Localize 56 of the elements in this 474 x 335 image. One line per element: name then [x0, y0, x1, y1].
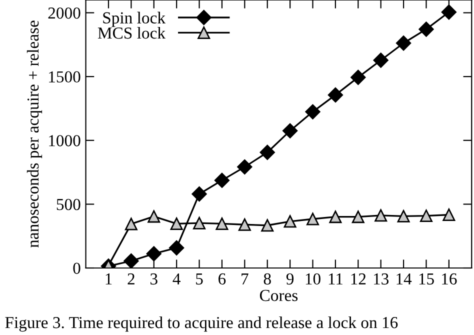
point — [284, 215, 296, 228]
point — [282, 123, 298, 138]
point — [397, 210, 410, 222]
y-tick-label: 2000 — [48, 7, 80, 19]
point — [148, 210, 160, 223]
point — [442, 208, 456, 222]
y-tick-label: 1500 — [49, 71, 80, 83]
point — [373, 52, 388, 68]
point — [192, 186, 207, 202]
point — [124, 218, 138, 230]
point — [306, 212, 320, 226]
x-tick-label: 8 — [264, 273, 271, 285]
point — [193, 216, 206, 230]
x-tick-label: 13 — [374, 273, 389, 285]
legend-label: MCS lock — [98, 26, 166, 39]
x-tick-label: 5 — [196, 274, 203, 285]
x-tick-label: 11 — [328, 273, 342, 284]
point — [237, 159, 252, 174]
x-tick-label: 15 — [419, 273, 434, 285]
x-tick-label: 10 — [306, 273, 320, 285]
point — [352, 210, 364, 224]
point — [328, 87, 344, 103]
point — [146, 246, 162, 262]
point — [170, 217, 183, 230]
y-tick-label: 0 — [73, 262, 80, 274]
point — [350, 70, 366, 85]
x-tick-label: 14 — [396, 273, 412, 284]
point — [260, 144, 275, 160]
caption: Figure 3. Time required to acquire and release a lock on 16 — [5, 316, 398, 332]
x-tick-label: 16 — [442, 273, 457, 285]
legend-label: Spin lock — [103, 12, 166, 27]
point — [124, 253, 139, 268]
x-tick-label: 3 — [150, 273, 158, 285]
x-tick-label: 1 — [106, 273, 112, 284]
point — [169, 240, 184, 256]
point — [441, 4, 457, 20]
x-tick-label: 2 — [128, 273, 134, 284]
x-tick-label: 7 — [242, 274, 248, 284]
point — [214, 172, 230, 188]
point — [216, 217, 228, 230]
x-axis-title: Cores — [260, 290, 298, 302]
point — [261, 219, 274, 232]
point — [374, 209, 388, 222]
point — [238, 218, 251, 231]
y-tick-label: 500 — [56, 198, 80, 210]
point — [418, 22, 434, 37]
point — [420, 210, 432, 222]
point — [329, 210, 342, 224]
point — [396, 36, 412, 51]
x-tick-label: 4 — [172, 273, 180, 284]
x-tick-label: 9 — [286, 273, 294, 285]
y-axis-title: nanoseconds per acquire + release — [26, 20, 42, 248]
x-tick-label: 6 — [218, 273, 226, 285]
x-tick-label: 12 — [351, 273, 366, 284]
point — [305, 104, 320, 120]
y-tick-label: 1000 — [49, 135, 80, 146]
